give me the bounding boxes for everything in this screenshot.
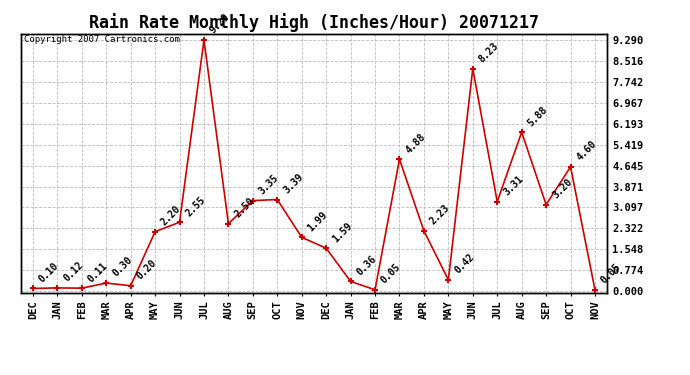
Text: 0.12: 0.12 (61, 260, 85, 284)
Text: 0.42: 0.42 (453, 252, 476, 276)
Text: 2.20: 2.20 (159, 204, 183, 228)
Text: 3.35: 3.35 (257, 173, 281, 196)
Text: Copyright 2007 Cartronics.com: Copyright 2007 Cartronics.com (23, 35, 179, 44)
Text: 0.11: 0.11 (86, 260, 110, 284)
Text: 0.05: 0.05 (380, 262, 403, 286)
Text: 0.36: 0.36 (355, 254, 378, 277)
Title: Rain Rate Monthly High (Inches/Hour) 20071217: Rain Rate Monthly High (Inches/Hour) 200… (89, 13, 539, 32)
Text: 2.50: 2.50 (233, 196, 256, 219)
Text: 9.29: 9.29 (208, 12, 232, 36)
Text: 4.60: 4.60 (575, 139, 598, 163)
Text: 3.39: 3.39 (282, 172, 305, 195)
Text: 3.20: 3.20 (550, 177, 574, 201)
Text: 0.30: 0.30 (110, 255, 134, 279)
Text: 0.05: 0.05 (599, 262, 623, 286)
Text: 0.20: 0.20 (135, 258, 159, 282)
Text: 8.23: 8.23 (477, 41, 501, 64)
Text: 2.23: 2.23 (428, 203, 452, 227)
Text: 2.55: 2.55 (184, 194, 208, 218)
Text: 3.31: 3.31 (502, 174, 525, 198)
Text: 1.99: 1.99 (306, 210, 330, 233)
Text: 1.59: 1.59 (331, 220, 354, 244)
Text: 0.10: 0.10 (37, 261, 61, 284)
Text: 5.88: 5.88 (526, 104, 549, 128)
Text: 4.88: 4.88 (404, 131, 427, 155)
